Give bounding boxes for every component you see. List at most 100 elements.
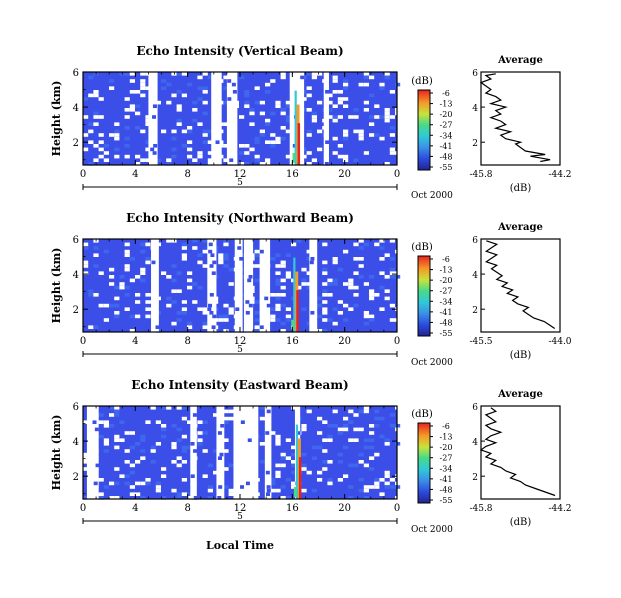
heatmap-cell: [244, 93, 250, 98]
heatmap-cell-missing: [171, 442, 177, 446]
heatmap-cell-missing: [280, 463, 286, 468]
heatmap-cell-missing: [343, 282, 349, 286]
heatmap-cell-missing: [109, 86, 115, 90]
heatmap-cell-missing: [363, 108, 369, 112]
heatmap-cell-missing: [145, 118, 151, 123]
heatmap-cell: [124, 474, 130, 478]
heatmap-cell-missing: [135, 300, 141, 304]
heatmap-cell-missing: [114, 496, 120, 500]
heatmap-cell-missing: [109, 496, 115, 500]
colorbar-tick-label: -13: [440, 266, 453, 275]
heatmap-cell-missing: [384, 115, 390, 119]
strong-echo-edge: [295, 424, 299, 499]
heatmap-cell: [311, 445, 317, 450]
heatmap-cell: [176, 118, 182, 123]
heatmap-cell: [197, 442, 203, 446]
heatmap-cell-missing: [343, 303, 349, 308]
heatmap-cell: [270, 257, 276, 261]
heatmap-cell-missing: [353, 413, 359, 417]
heatmap-cell-missing: [171, 239, 177, 243]
heatmap-gap-band: [151, 239, 159, 332]
heatmap-cell: [103, 144, 109, 148]
heatmap-cell: [280, 321, 286, 326]
heatmap-cell-missing: [103, 442, 109, 446]
heatmap-cell: [192, 282, 198, 286]
heatmap-cell-missing: [265, 162, 271, 166]
heatmap-cell: [270, 307, 276, 311]
heatmap-cell-missing: [343, 474, 349, 478]
average-x-tick-label: -44.2: [548, 170, 571, 180]
heatmap-cell-missing: [343, 158, 349, 162]
heatmap-cell: [311, 488, 317, 493]
colorbar-tick-label: -55: [440, 163, 453, 172]
heatmap-cell-missing: [379, 478, 385, 482]
heatmap-cell-missing: [374, 293, 380, 297]
heatmap-cell: [348, 420, 354, 424]
heatmap-cell-missing: [332, 409, 338, 414]
heatmap-cell-missing: [181, 253, 187, 257]
heatmap-cell: [192, 413, 197, 417]
heatmap-cell-missing: [124, 267, 130, 272]
heatmap-gap-band: [309, 239, 318, 332]
heatmap-cell-missing: [166, 239, 172, 243]
heatmap-cell: [181, 449, 187, 453]
heatmap-cell: [83, 246, 89, 250]
heatmap-cell: [245, 311, 250, 315]
heatmap-cell-missing: [145, 420, 151, 424]
heatmap-cell-missing: [270, 318, 276, 322]
heatmap-cell-missing: [317, 147, 323, 152]
strong-echo-edge: [292, 153, 296, 163]
heatmap-cell-missing: [98, 140, 104, 144]
heatmap-cell-missing: [301, 467, 307, 471]
heatmap-cell-missing: [332, 79, 338, 83]
heatmap-cell-missing: [176, 289, 182, 293]
heatmap-cell-missing: [322, 242, 328, 247]
heatmap-cell: [207, 75, 213, 80]
heatmap-cell: [358, 478, 364, 482]
heatmap-cell-missing: [270, 293, 276, 297]
heatmap-cell: [187, 129, 193, 134]
heatmap-cell: [379, 285, 385, 290]
heatmap-cell-missing: [155, 420, 161, 424]
heatmap-cell-missing: [332, 257, 338, 261]
average-x-tick-label: -44.0: [548, 337, 571, 347]
heatmap-cell: [114, 409, 120, 414]
heatmap-cell-missing: [171, 488, 177, 493]
heatmap-cell-missing: [285, 314, 291, 319]
heatmap-cell-missing: [327, 438, 333, 442]
heatmap-cell: [135, 442, 141, 446]
heatmap-cell: [88, 122, 94, 126]
heatmap-cell-missing: [280, 278, 286, 283]
heatmap-cell-missing: [369, 122, 375, 126]
heatmap-cell: [254, 100, 260, 105]
x-tick-label: 20: [338, 169, 351, 180]
heatmap-cell-missing: [270, 314, 276, 319]
heatmap-cell-missing: [187, 126, 193, 130]
heatmap-cell: [254, 318, 260, 322]
heatmap-cell-missing: [140, 93, 146, 98]
heatmap-cell-missing: [374, 104, 380, 108]
heatmap-cell: [114, 481, 120, 486]
heatmap-cell: [93, 481, 98, 486]
heatmap-cell: [145, 140, 151, 144]
heatmap-cell-missing: [311, 75, 317, 80]
heatmap-cell: [92, 420, 97, 424]
heatmap-cell: [192, 100, 198, 105]
heatmap-cell: [212, 260, 217, 265]
heatmap-cell-missing: [353, 285, 359, 290]
heatmap-cell-missing: [218, 318, 224, 322]
colorbar-tick-label: -13: [440, 433, 453, 442]
heatmap-cell: [280, 485, 286, 489]
heatmap-cell-missing: [306, 162, 312, 166]
heatmap-cell-missing: [176, 463, 182, 468]
heatmap-cell: [259, 460, 265, 464]
heatmap-cell-missing: [317, 72, 323, 76]
heatmap-cell: [161, 406, 167, 410]
heatmap-cell-missing: [83, 271, 89, 275]
day-label: 5: [237, 345, 243, 355]
heatmap-cell-missing: [176, 104, 182, 108]
heatmap-cell-missing: [384, 108, 390, 112]
heatmap-cell-missing: [369, 431, 375, 435]
heatmap-cell: [114, 285, 120, 290]
